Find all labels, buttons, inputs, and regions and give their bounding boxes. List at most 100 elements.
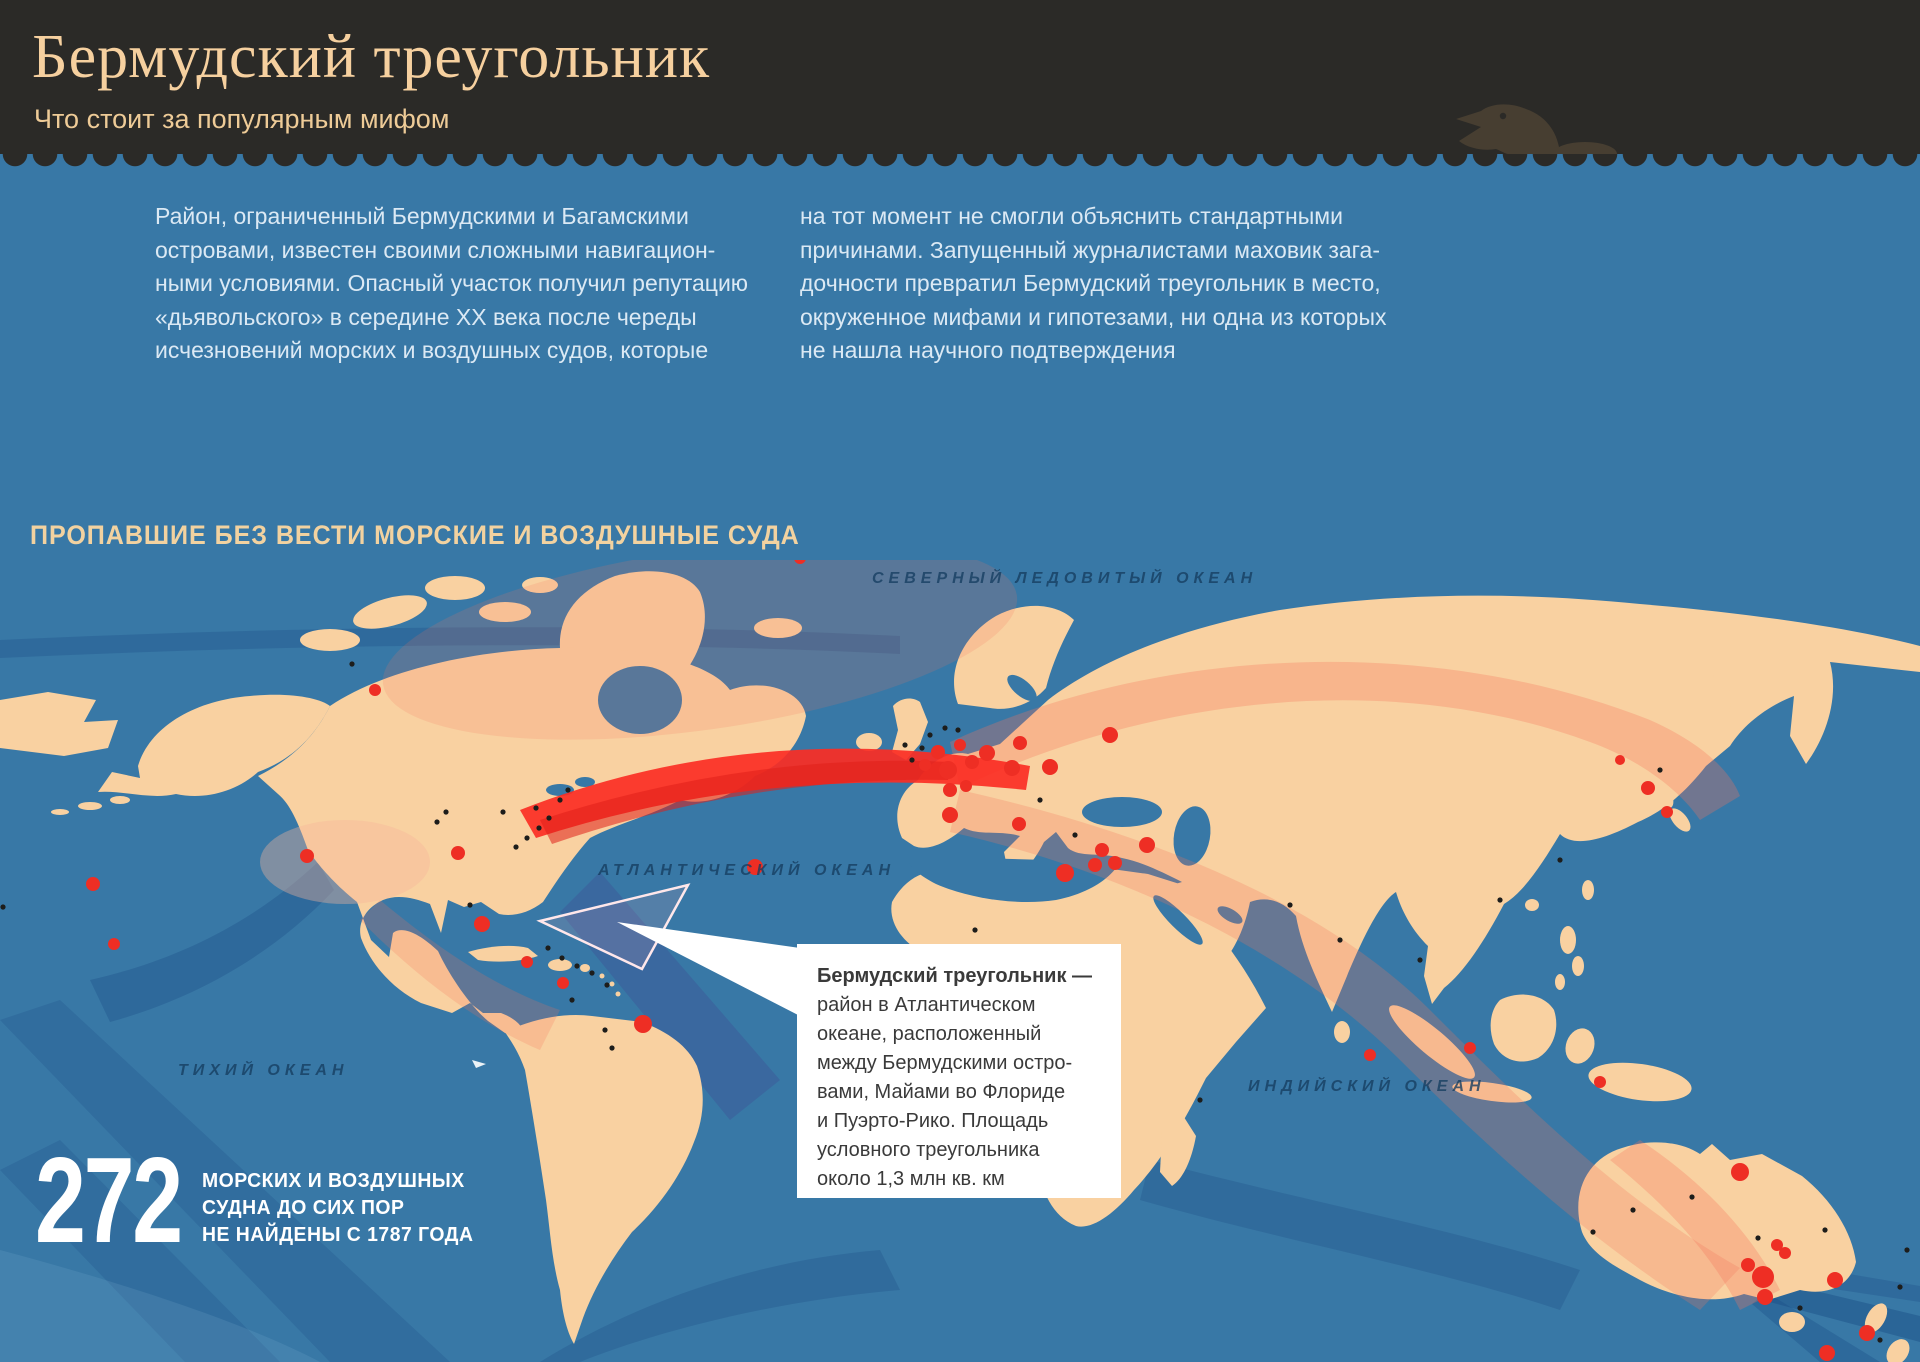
incident-dot bbox=[557, 797, 563, 803]
incident-dot bbox=[634, 1015, 652, 1033]
section-title: ПРОПАВШИЕ БЕЗ ВЕСТИ МОРСКИЕ И ВОЗДУШНЫЕ … bbox=[30, 520, 800, 550]
incident-dot bbox=[1689, 1194, 1695, 1200]
incident-dot bbox=[972, 927, 978, 933]
incident-dot bbox=[1102, 727, 1118, 743]
incident-dot bbox=[0, 904, 6, 910]
incident-dot bbox=[574, 963, 580, 969]
incident-dot bbox=[1877, 1337, 1883, 1343]
incident-dot bbox=[545, 945, 551, 951]
incident-dot bbox=[955, 727, 961, 733]
stat-value: 272 bbox=[35, 1132, 183, 1268]
incident-dot bbox=[1042, 759, 1058, 775]
incident-dot bbox=[1590, 1229, 1596, 1235]
incident-dot bbox=[536, 825, 542, 831]
incident-dot bbox=[1779, 1247, 1791, 1259]
incident-dot bbox=[931, 745, 945, 759]
intro-paragraph-left: Район, ограниченный Бермудскими и Багамс… bbox=[155, 203, 749, 363]
scandinavia bbox=[954, 605, 1074, 709]
incident-dot bbox=[1661, 806, 1673, 818]
incident-dot bbox=[1072, 832, 1078, 838]
incident-dot bbox=[1827, 1272, 1843, 1288]
world-map bbox=[0, 560, 1920, 1362]
incident-dot bbox=[108, 938, 120, 950]
incident-dot bbox=[1859, 1325, 1875, 1341]
incident-dot bbox=[1013, 736, 1027, 750]
incident-dot bbox=[1822, 1227, 1828, 1233]
incident-dot bbox=[1287, 902, 1293, 908]
madagascar bbox=[1160, 1114, 1196, 1186]
incident-dot bbox=[349, 661, 355, 667]
incident-dot bbox=[1752, 1266, 1774, 1288]
north-america bbox=[258, 647, 806, 1039]
incident-dot bbox=[1641, 781, 1655, 795]
incident-dot bbox=[1771, 1239, 1783, 1251]
incident-dot bbox=[443, 809, 449, 815]
air-route-bands bbox=[260, 560, 1780, 1310]
incident-dot bbox=[1088, 858, 1102, 872]
incident-dot bbox=[609, 1045, 615, 1051]
incident-dot bbox=[965, 755, 979, 769]
incident-dot bbox=[794, 560, 806, 564]
bermuda-triangle-outline bbox=[536, 883, 691, 971]
incident-dot bbox=[524, 835, 530, 841]
incident-dot bbox=[1364, 1049, 1376, 1061]
incident-dot bbox=[1797, 1305, 1803, 1311]
incident-dot bbox=[1819, 1345, 1835, 1361]
cuba bbox=[468, 945, 538, 962]
intro-paragraph-right: на тот момент не смогли объяснить станда… bbox=[800, 203, 1387, 363]
callout-pointer bbox=[617, 922, 800, 1016]
incident-dot bbox=[300, 849, 314, 863]
incident-dot bbox=[474, 916, 490, 932]
stat-block: 272 МОРСКИХ И ВОЗДУШНЫХ СУДНА ДО СИХ ПОР… bbox=[35, 1132, 481, 1268]
incident-dot bbox=[902, 742, 908, 748]
incident-dot bbox=[1004, 760, 1020, 776]
incident-dot bbox=[747, 859, 763, 875]
incident-dot bbox=[1095, 843, 1109, 857]
stat-caption: МОРСКИХ И ВОЗДУШНЫХ СУДНА ДО СИХ ПОР НЕ … bbox=[201, 1170, 474, 1246]
incident-dot bbox=[604, 982, 610, 988]
incident-dots-minor bbox=[0, 661, 1910, 1343]
incident-dot bbox=[1557, 857, 1563, 863]
incident-dot bbox=[1464, 1042, 1476, 1054]
incident-dot bbox=[1731, 1163, 1749, 1181]
incident-dot bbox=[1037, 797, 1043, 803]
incident-dot bbox=[939, 761, 957, 779]
incident-dot bbox=[557, 977, 569, 989]
incident-dot bbox=[602, 1027, 608, 1033]
incident-dot bbox=[1755, 1235, 1761, 1241]
incident-dot bbox=[1630, 1207, 1636, 1213]
incident-dot bbox=[434, 819, 440, 825]
incident-dot bbox=[559, 955, 565, 961]
incident-dot bbox=[942, 807, 958, 823]
borneo bbox=[1490, 994, 1557, 1062]
incident-dot bbox=[369, 684, 381, 696]
incident-dot bbox=[919, 759, 931, 771]
incident-dot bbox=[1139, 837, 1155, 853]
incident-dot bbox=[927, 732, 933, 738]
incident-dot bbox=[546, 815, 552, 821]
incident-dot bbox=[533, 805, 539, 811]
incident-dot bbox=[1417, 957, 1423, 963]
britain bbox=[892, 698, 928, 760]
incident-dot bbox=[565, 787, 571, 793]
page-title: Бермудский треугольник bbox=[32, 23, 711, 91]
incident-dot bbox=[942, 725, 948, 731]
chukotka bbox=[0, 692, 118, 756]
incident-dot bbox=[513, 844, 519, 850]
pacific-ocean-label: ТИХИЙ ОКЕАН bbox=[178, 1062, 349, 1079]
incident-dot bbox=[909, 757, 915, 763]
incident-dot bbox=[1594, 1076, 1606, 1088]
incident-dot bbox=[521, 956, 533, 968]
callout-box: Бермудский треугольник — район в Атланти… bbox=[797, 944, 1121, 1198]
callout-body: район в Атлантическом океане, расположен… bbox=[817, 994, 1073, 1190]
atlantic-ocean-label: АТЛАНТИЧЕСКИЙ ОКЕАН bbox=[598, 862, 896, 879]
callout-lead: Бермудский треугольник — bbox=[817, 965, 1093, 987]
incident-dot bbox=[1197, 1097, 1203, 1103]
incident-dot bbox=[954, 739, 966, 751]
wave-edge-decoration bbox=[0, 154, 1920, 170]
incident-dot bbox=[1741, 1258, 1755, 1272]
incident-dot bbox=[569, 997, 575, 1003]
incident-dot bbox=[1757, 1289, 1773, 1305]
sea-monster-icon bbox=[1456, 104, 1617, 154]
